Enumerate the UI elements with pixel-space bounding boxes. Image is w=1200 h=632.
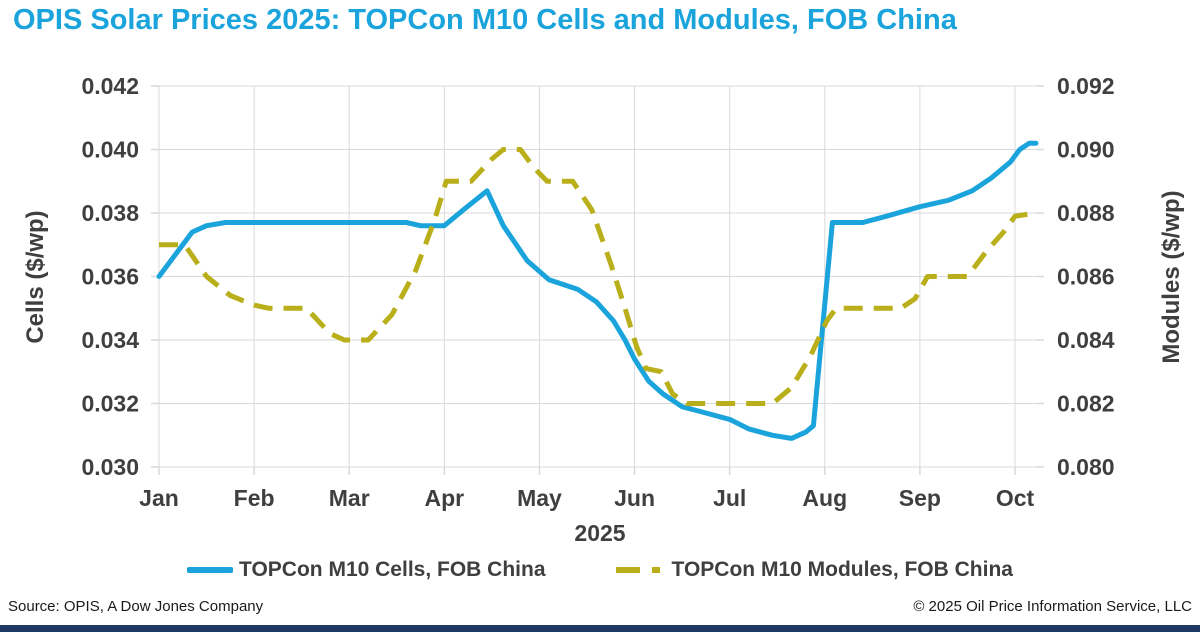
modules-series-line: [159, 147, 1037, 406]
right-axis-tick: 0.092: [1057, 73, 1115, 99]
legend: TOPCon M10 Cells, FOB China TOPCon M10 M…: [0, 558, 1200, 582]
left-axis-tick: 0.034: [81, 327, 139, 353]
right-axis-tick: 0.080: [1057, 454, 1115, 480]
cells-series-line: [156, 140, 1039, 441]
page-title: OPIS Solar Prices 2025: TOPCon M10 Cells…: [13, 4, 957, 36]
left-axis-tick: 0.036: [81, 264, 139, 290]
brand-bar: [0, 625, 1200, 632]
left-axis-tick: 0.038: [81, 200, 139, 226]
right-axis-title: Modules ($/wp): [1158, 190, 1185, 364]
left-axis-tick: 0.042: [81, 73, 139, 99]
left-axis-title: Cells ($/wp): [22, 210, 49, 344]
legend-label-cells: TOPCon M10 Cells, FOB China: [239, 558, 546, 581]
right-axis-tick: 0.084: [1057, 327, 1115, 353]
right-axis-tick: 0.088: [1057, 200, 1115, 226]
left-axis-tick: 0.040: [81, 137, 139, 163]
x-axis-tick: Apr: [425, 485, 465, 511]
modules-line-swatch: [615, 567, 666, 573]
legend-item-cells: TOPCon M10 Cells, FOB China: [187, 558, 546, 582]
left-axis-tick: 0.032: [81, 391, 139, 417]
x-axis-tick: May: [517, 485, 562, 511]
footer-copyright: © 2025 Oil Price Information Service, LL…: [913, 598, 1192, 615]
x-axis-tick: Feb: [234, 485, 275, 511]
x-axis-tick: Sep: [899, 485, 941, 511]
x-axis-tick: Aug: [802, 485, 847, 511]
x-axis-year-label: 2025: [574, 520, 626, 546]
x-axis-tick: Oct: [996, 485, 1035, 511]
footer-source: Source: OPIS, A Dow Jones Company: [8, 598, 264, 615]
left-axis-tick: 0.030: [81, 454, 139, 480]
right-axis-tick: 0.086: [1057, 264, 1115, 290]
legend-label-modules: TOPCon M10 Modules, FOB China: [671, 558, 1013, 581]
cells-line-swatch: [187, 567, 234, 573]
x-axis-tick: Jan: [139, 485, 179, 511]
x-axis-tick: Jun: [614, 485, 655, 511]
legend-item-modules: TOPCon M10 Modules, FOB China: [615, 558, 1013, 582]
x-axis-tick: Mar: [329, 485, 370, 511]
right-axis-tick: 0.090: [1057, 137, 1115, 163]
footer: Source: OPIS, A Dow Jones Company © 2025…: [0, 596, 1200, 618]
right-axis-tick: 0.082: [1057, 391, 1115, 417]
x-axis-tick: Jul: [713, 485, 746, 511]
